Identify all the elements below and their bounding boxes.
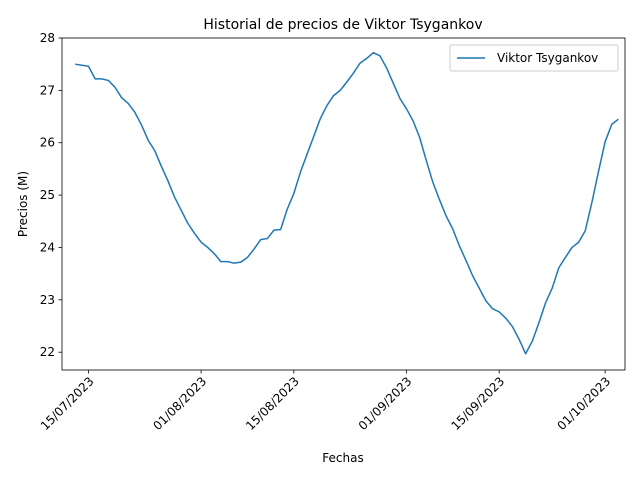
legend-box xyxy=(449,44,619,72)
y-tick-label: 26 xyxy=(40,136,55,150)
legend: Viktor Tsygankov xyxy=(449,44,619,72)
x-tick-label: 01/09/2023 xyxy=(356,374,415,433)
y-tick-label: 25 xyxy=(40,188,55,202)
chart-title: Historial de precios de Viktor Tsygankov xyxy=(203,17,482,33)
plot-frame xyxy=(61,37,626,371)
y-tick-label: 24 xyxy=(40,240,55,254)
x-axis-label: Fechas xyxy=(322,451,363,465)
y-axis: 22 23 24 25 26 27 28 xyxy=(40,31,62,359)
x-tick-label: 15/07/2023 xyxy=(38,374,97,433)
y-tick-label: 27 xyxy=(40,83,55,97)
y-tick-label: 22 xyxy=(40,345,55,359)
x-axis: 15/07/2023 01/08/2023 15/08/2023 01/09/2023… xyxy=(38,370,613,433)
y-tick-label: 23 xyxy=(40,293,55,307)
x-tick-label: 15/09/2023 xyxy=(448,374,507,433)
x-tick-label: 01/10/2023 xyxy=(554,374,613,433)
x-tick-label: 01/08/2023 xyxy=(150,374,209,433)
series-line xyxy=(75,51,619,355)
y-tick-label: 28 xyxy=(40,31,55,45)
plot-area xyxy=(61,37,626,371)
y-axis-label: Precios (M) xyxy=(16,171,30,237)
x-tick-label: 15/08/2023 xyxy=(243,374,302,433)
legend-label: Viktor Tsygankov xyxy=(497,51,598,65)
